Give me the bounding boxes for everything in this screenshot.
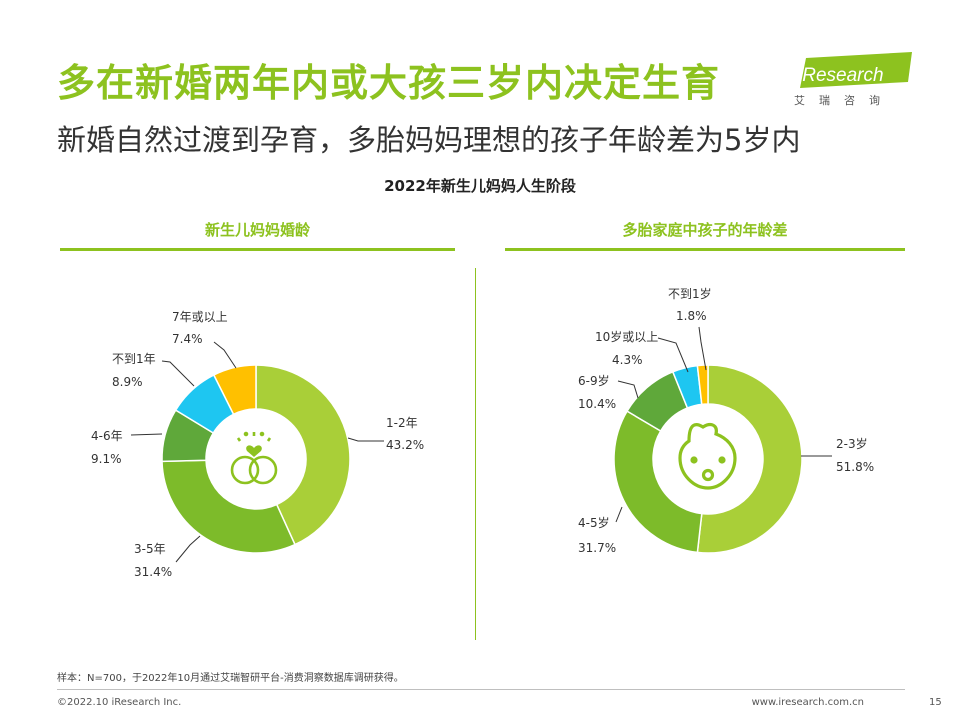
right-donut-chart (613, 364, 803, 554)
rings-heart-icon (230, 431, 278, 485)
category-label: 4-6年 (91, 429, 123, 443)
leader-line (698, 326, 707, 371)
donut-slice (696, 364, 803, 554)
logo-text: iResearch (798, 65, 884, 86)
value-label: 31.7% (578, 541, 616, 555)
value-label: 7.4% (172, 332, 203, 346)
value-label: 43.2% (386, 438, 424, 452)
footer-divider (57, 689, 905, 690)
copyright: ©2022.10 iResearch Inc. (57, 697, 182, 708)
category-label: 不到1岁 (668, 286, 712, 301)
leader-line (130, 433, 163, 436)
right-panel-title: 多胎家庭中孩子的年龄差 (622, 221, 788, 239)
value-label: 51.8% (836, 460, 874, 474)
panel-divider (475, 268, 476, 640)
right-chart-labels: 2-3岁 51.8% 4-5岁 31.7% 6-9岁 10.4% 10岁或以上 4.3% 不到1… (578, 286, 874, 555)
leader-line (175, 535, 201, 563)
website-link[interactable]: www.iresearch.com.cn (751, 697, 864, 708)
value-label: 1.8% (676, 309, 707, 323)
leader-line (161, 360, 195, 387)
right-panel-underline (505, 248, 905, 251)
leader-line (617, 380, 639, 399)
category-label: 10岁或以上 (595, 329, 658, 344)
donut-slice (255, 364, 351, 546)
value-label: 9.1% (91, 452, 122, 466)
page-number: 15 (929, 697, 942, 708)
category-label: 7年或以上 (172, 310, 228, 324)
left-panel-title: 新生儿妈妈婚龄 (204, 221, 310, 239)
leader-line (213, 341, 237, 369)
sample-note: 样本：N=700，于2022年10月通过艾瑞智研平台-消费洞察数据库调研获得。 (57, 673, 404, 684)
baby-face-icon (678, 423, 737, 490)
leader-line (347, 437, 384, 442)
page-title: 多在新婚两年内或大孩三岁内决定生育 (57, 61, 721, 105)
left-donut-chart (161, 364, 351, 554)
value-label: 10.4% (578, 397, 616, 411)
donut-slice (696, 364, 709, 406)
category-label: 不到1年 (112, 352, 156, 366)
logo-cn-text: 艾瑞咨询 (794, 94, 894, 107)
left-chart-labels: 1-2年 43.2% 3-5年 31.4% 4-6年 9.1% 不到1年 8.9% 7年或以上 7… (91, 310, 424, 579)
category-label: 3-5年 (134, 542, 166, 556)
section-title: 2022年新生儿妈妈人生阶段 (384, 177, 576, 195)
leader-line (657, 337, 689, 373)
category-label: 6-9岁 (578, 373, 610, 388)
page-subtitle: 新婚自然过渡到孕育，多胎妈妈理想的孩子年龄差为5岁内 (57, 123, 801, 157)
donut-slice (613, 410, 703, 554)
category-label: 4-5岁 (578, 515, 610, 530)
iresearch-logo: iResearch (798, 52, 912, 88)
donut-slice (212, 364, 257, 416)
category-label: 1-2年 (386, 416, 418, 430)
value-label: 31.4% (134, 565, 172, 579)
value-label: 8.9% (112, 375, 143, 389)
donut-slice (161, 459, 296, 554)
category-label: 2-3岁 (836, 436, 868, 451)
left-panel-underline (60, 248, 455, 251)
leader-line (615, 506, 623, 523)
value-label: 4.3% (612, 353, 643, 367)
